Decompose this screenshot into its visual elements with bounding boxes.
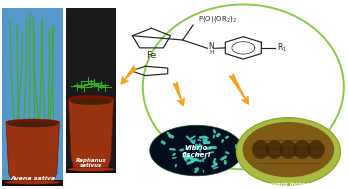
Text: P(O)(OR$_2$)$_2$: P(O)(OR$_2$)$_2$ xyxy=(198,14,237,24)
Text: R$_1$: R$_1$ xyxy=(277,42,287,54)
Text: Vibrio
fischeri: Vibrio fischeri xyxy=(182,145,211,158)
Ellipse shape xyxy=(266,140,283,159)
Bar xyxy=(2,180,63,186)
Ellipse shape xyxy=(307,140,325,159)
Text: N: N xyxy=(209,43,214,51)
Text: Heterocypris incongruens: Heterocypris incongruens xyxy=(250,182,326,187)
Ellipse shape xyxy=(294,140,311,159)
Text: Fe: Fe xyxy=(147,50,157,60)
Ellipse shape xyxy=(70,98,112,105)
Polygon shape xyxy=(68,99,113,169)
Bar xyxy=(2,8,63,186)
Bar xyxy=(66,8,116,173)
Polygon shape xyxy=(6,122,60,182)
Text: Avena sativa: Avena sativa xyxy=(10,177,55,181)
Text: H: H xyxy=(210,50,214,55)
Ellipse shape xyxy=(236,118,340,185)
Ellipse shape xyxy=(68,95,113,102)
Ellipse shape xyxy=(8,122,57,127)
Ellipse shape xyxy=(243,122,334,177)
Ellipse shape xyxy=(5,180,61,184)
Ellipse shape xyxy=(280,140,297,159)
Bar xyxy=(66,167,116,173)
Ellipse shape xyxy=(252,140,269,159)
Text: Raphanus
sativus: Raphanus sativus xyxy=(76,157,106,168)
Ellipse shape xyxy=(67,167,115,171)
Ellipse shape xyxy=(6,119,60,125)
Circle shape xyxy=(150,125,243,176)
